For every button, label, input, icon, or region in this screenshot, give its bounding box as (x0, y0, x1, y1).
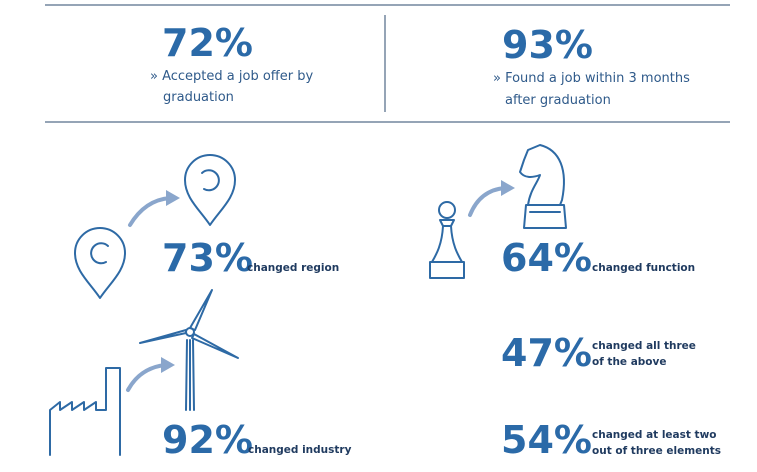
change-value: 92% (162, 418, 253, 462)
stats: 72% » Accepted a job offer by graduation 93… (150, 21, 721, 462)
change-label: changed industry (248, 444, 352, 456)
change-value: 64% (501, 236, 592, 280)
arrow-icon (126, 363, 167, 392)
stat-text: » Found a job within 3 months (493, 71, 690, 86)
change-label: changed all three (592, 340, 696, 352)
change-label: of the above (592, 356, 667, 368)
arrow-head (161, 357, 175, 373)
factory-icon (49, 289, 239, 456)
change-label: changed at least two (592, 429, 717, 441)
pin-icon (74, 154, 236, 299)
change-label: changed function (592, 262, 695, 274)
arrow-head (501, 180, 515, 196)
stat-text: after graduation (505, 93, 611, 108)
change-value: 54% (501, 418, 592, 462)
stat-value: 72% (162, 21, 253, 65)
arrow-icon (468, 186, 507, 217)
change-label: out of three elements (592, 445, 721, 457)
arrow-icon (128, 196, 172, 227)
arrow-head (166, 190, 180, 206)
change-label: changed region (247, 262, 339, 274)
change-value: 47% (501, 331, 592, 375)
chess-icon (429, 144, 567, 279)
stat-value: 93% (502, 23, 593, 67)
stat-text: graduation (163, 90, 234, 105)
change-value: 73% (162, 236, 253, 280)
stat-text: » Accepted a job offer by (150, 69, 313, 84)
